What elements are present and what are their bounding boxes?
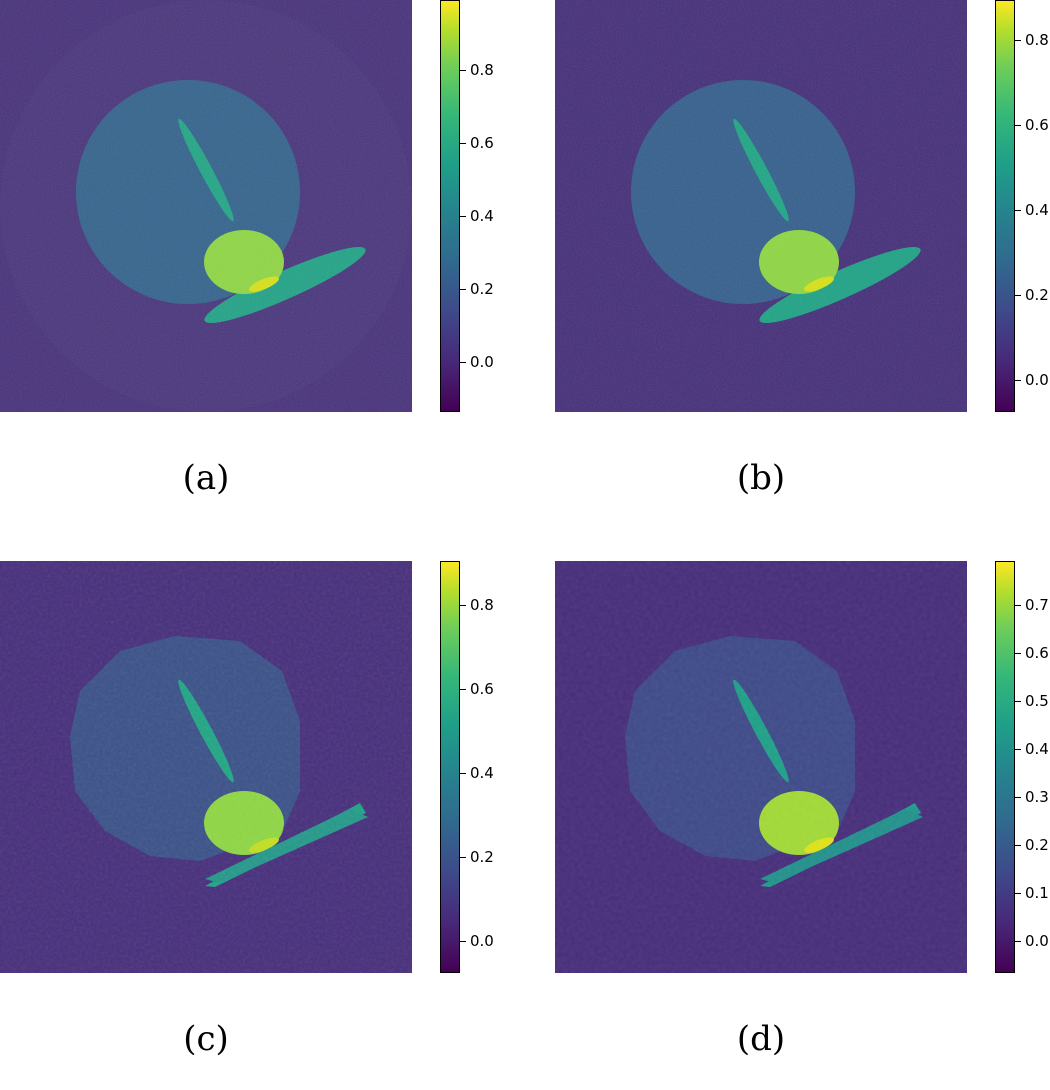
colorbar-b — [995, 0, 1015, 412]
colorbar-tick — [460, 289, 466, 290]
colorbar-tick — [1015, 845, 1021, 846]
colorbar-tick-label: 0.4 — [470, 207, 494, 225]
colorbar-tick — [1015, 295, 1021, 296]
colorbar-tick-label: 0.7 — [1025, 596, 1049, 614]
colorbar-tick-label: 0.0 — [470, 932, 494, 950]
colorbar-tick-label: 0.8 — [470, 61, 494, 79]
reconstruction-image-d — [555, 561, 967, 973]
reconstruction-image-b — [555, 0, 967, 412]
colorbar-tick-label: 0.6 — [1025, 644, 1049, 662]
colorbar-d — [995, 561, 1015, 973]
colorbar-tick — [1015, 701, 1021, 702]
colorbar-tick — [1015, 605, 1021, 606]
reconstruction-image-a — [0, 0, 412, 412]
colorbar-tick-label: 0.2 — [1025, 286, 1049, 304]
colorbar-tick — [460, 605, 466, 606]
colorbar-tick-label: 0.4 — [1025, 740, 1049, 758]
panel-c: 0.8 0.6 0.4 0.2 0.0 (c) — [0, 561, 525, 1090]
colorbar-tick-label: 0.0 — [1025, 371, 1049, 389]
colorbar-tick — [1015, 210, 1021, 211]
colorbar-tick — [1015, 749, 1021, 750]
colorbar-a — [440, 0, 460, 412]
colorbar-tick-label: 0.6 — [1025, 116, 1049, 134]
colorbar-tick — [1015, 40, 1021, 41]
colorbar-tick — [460, 857, 466, 858]
colorbar-c — [440, 561, 460, 973]
colorbar-tick-label: 0.3 — [1025, 788, 1049, 806]
colorbar-tick-label: 0.6 — [470, 134, 494, 152]
panel-caption: (d) — [736, 1019, 786, 1059]
colorbar-tick-label: 0.2 — [470, 280, 494, 298]
panel-caption: (c) — [183, 1019, 229, 1059]
colorbar-tick — [1015, 797, 1021, 798]
colorbar-tick-label: 0.2 — [1025, 836, 1049, 854]
panel-caption: (b) — [736, 458, 786, 498]
colorbar-tick — [1015, 893, 1021, 894]
colorbar-tick — [460, 941, 466, 942]
colorbar-tick — [460, 362, 466, 363]
colorbar-tick — [460, 143, 466, 144]
colorbar-tick-label: 0.2 — [470, 848, 494, 866]
panel-caption: (a) — [182, 458, 230, 498]
colorbar-tick — [1015, 941, 1021, 942]
colorbar-tick-label: 0.8 — [470, 596, 494, 614]
colorbar-tick-label: 0.4 — [1025, 201, 1049, 219]
colorbar-tick — [1015, 125, 1021, 126]
panel-b: 0.8 0.6 0.4 0.2 0.0 (b) — [555, 0, 1050, 529]
colorbar-tick — [1015, 653, 1021, 654]
colorbar-tick-label: 0.0 — [470, 353, 494, 371]
colorbar-tick — [460, 216, 466, 217]
colorbar-tick — [460, 689, 466, 690]
reconstruction-image-c — [0, 561, 412, 973]
panel-d: 0.7 0.6 0.5 0.4 0.3 0.2 0.1 0.0 (d) — [555, 561, 1050, 1090]
colorbar-tick-label: 0.4 — [470, 764, 494, 782]
colorbar-tick-label: 0.8 — [1025, 31, 1049, 49]
colorbar-tick-label: 0.6 — [470, 680, 494, 698]
colorbar-tick — [1015, 380, 1021, 381]
colorbar-tick-label: 0.5 — [1025, 692, 1049, 710]
colorbar-tick-label: 0.0 — [1025, 932, 1049, 950]
colorbar-tick — [460, 70, 466, 71]
panel-a: 0.8 0.6 0.4 0.2 0.0 (a) — [0, 0, 525, 529]
colorbar-tick — [460, 773, 466, 774]
colorbar-tick-label: 0.1 — [1025, 884, 1049, 902]
